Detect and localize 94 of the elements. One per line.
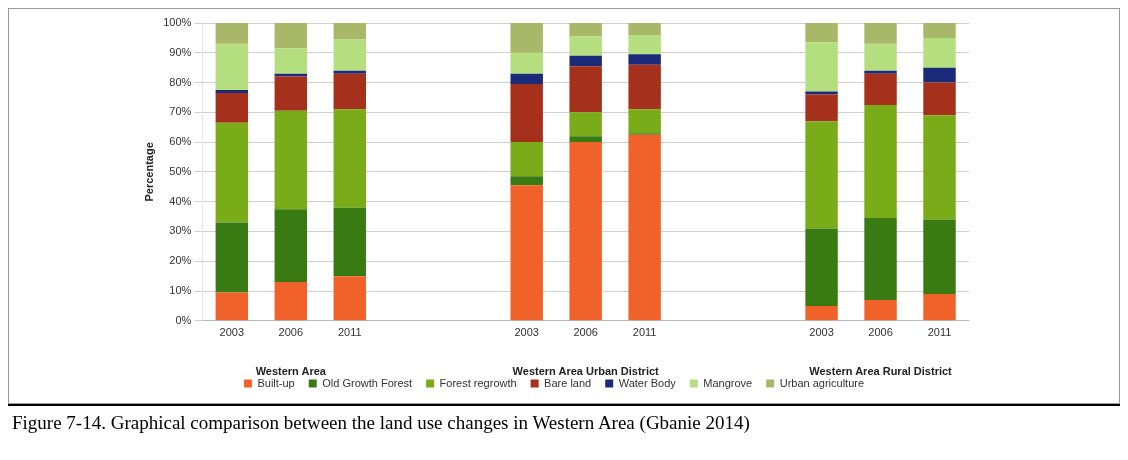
bar bbox=[864, 73, 897, 105]
bar bbox=[569, 55, 602, 67]
legend-label: Mangrove bbox=[703, 376, 753, 389]
bar bbox=[864, 70, 897, 74]
legend-label: Water Body bbox=[618, 376, 677, 389]
text: Western Area bbox=[255, 364, 327, 377]
bar bbox=[510, 142, 543, 177]
bar bbox=[274, 282, 308, 321]
bar bbox=[510, 176, 543, 186]
bar bbox=[510, 84, 543, 143]
bar bbox=[333, 73, 366, 110]
bar bbox=[215, 23, 249, 44]
y-tick-label: 90% bbox=[169, 45, 192, 58]
bar bbox=[805, 23, 838, 43]
y-tick-label: 70% bbox=[169, 105, 192, 118]
bar bbox=[805, 91, 838, 95]
bar bbox=[923, 67, 956, 83]
bar bbox=[569, 136, 602, 143]
bar bbox=[274, 76, 308, 111]
bar bbox=[864, 104, 897, 219]
bar bbox=[510, 52, 543, 74]
bar bbox=[805, 228, 838, 306]
bar bbox=[274, 73, 308, 77]
y-tick-label: 60% bbox=[169, 135, 192, 148]
y-tick-label: 0% bbox=[175, 313, 192, 326]
bar bbox=[215, 222, 249, 293]
bar bbox=[333, 207, 366, 277]
bar bbox=[274, 48, 308, 74]
bar bbox=[628, 134, 661, 321]
bar bbox=[333, 23, 366, 40]
bar bbox=[628, 23, 661, 35]
x-tick-label: 2011 bbox=[927, 326, 952, 339]
y-tick-label: 100% bbox=[163, 16, 192, 29]
bar bbox=[274, 110, 308, 210]
x-tick-label: 2003 bbox=[809, 326, 834, 339]
bar bbox=[274, 23, 308, 49]
y-tick-label: 50% bbox=[169, 164, 192, 177]
x-tick-label: 2006 bbox=[573, 326, 598, 339]
bar bbox=[333, 276, 366, 321]
bar bbox=[864, 299, 897, 321]
x-tick-label: 2006 bbox=[868, 326, 893, 339]
bar bbox=[215, 122, 249, 223]
bar bbox=[510, 23, 543, 53]
y-axis-title: Percentage bbox=[142, 142, 155, 202]
bar bbox=[569, 142, 602, 321]
bar bbox=[510, 185, 543, 321]
bar bbox=[923, 219, 956, 294]
y-tick-label: 40% bbox=[169, 194, 192, 207]
bar bbox=[215, 92, 249, 123]
y-tick-label: 30% bbox=[169, 224, 192, 237]
x-tick-label: 2006 bbox=[278, 326, 304, 339]
x-tick-label: 2003 bbox=[219, 326, 245, 339]
bar bbox=[569, 66, 602, 113]
bar bbox=[628, 34, 661, 55]
bar bbox=[923, 115, 956, 220]
bar bbox=[864, 218, 897, 300]
bar bbox=[923, 82, 956, 116]
bar bbox=[805, 42, 838, 92]
bar bbox=[333, 39, 366, 71]
y-tick-label: 80% bbox=[169, 75, 192, 88]
x-tick-label: 2011 bbox=[337, 326, 362, 339]
bar bbox=[923, 294, 956, 321]
bar bbox=[628, 109, 661, 134]
x-tick-label: 2003 bbox=[514, 326, 539, 339]
legend-label: Urban agriculture bbox=[779, 376, 865, 389]
bar bbox=[923, 37, 956, 68]
legend-label: Bare land bbox=[544, 376, 592, 389]
bar bbox=[215, 90, 249, 93]
bar bbox=[923, 23, 956, 38]
bar bbox=[510, 73, 543, 85]
legend-label: Built-up bbox=[257, 376, 295, 389]
bar bbox=[274, 209, 308, 283]
bar bbox=[628, 54, 661, 65]
legend-label: Forest regrowth bbox=[439, 376, 517, 389]
legend-label: Old Growth Forest bbox=[322, 376, 413, 389]
bar bbox=[805, 121, 838, 229]
bar bbox=[333, 70, 366, 74]
text: Western Area Rural District bbox=[809, 364, 953, 377]
y-tick-label: 20% bbox=[169, 254, 192, 267]
bar bbox=[569, 23, 602, 37]
y-tick-label: 10% bbox=[169, 284, 192, 297]
bar bbox=[215, 43, 249, 91]
bar bbox=[569, 36, 602, 56]
text: Western Area Urban District bbox=[512, 364, 660, 377]
caption: Figure 7-14. Graphical comparison between the land use changes in Western Area (Gbanie 2014) bbox=[8, 404, 1120, 458]
bar bbox=[805, 94, 838, 122]
bar bbox=[805, 305, 838, 321]
bar bbox=[569, 112, 602, 137]
bar bbox=[864, 23, 897, 44]
bar bbox=[864, 43, 897, 71]
bar bbox=[215, 292, 249, 321]
x-tick-label: 2011 bbox=[632, 326, 657, 339]
bar bbox=[333, 109, 366, 208]
bar bbox=[628, 64, 661, 110]
